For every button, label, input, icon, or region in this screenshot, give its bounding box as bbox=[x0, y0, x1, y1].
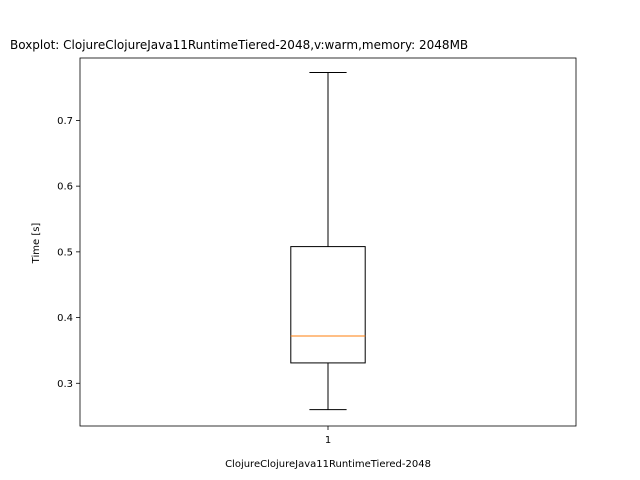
chart-title: Boxplot: ClojureClojureJava11RuntimeTier… bbox=[10, 38, 468, 52]
iqr-box bbox=[290, 246, 366, 364]
y-tick-label: 0.5 bbox=[57, 247, 73, 258]
y-axis-label: Time [s] bbox=[31, 223, 42, 265]
x-axis-label: ClojureClojureJava11RuntimeTiered-2048 bbox=[225, 459, 431, 470]
y-tick-label: 0.6 bbox=[57, 182, 73, 193]
y-tick-label: 0.3 bbox=[57, 379, 73, 390]
axes-frame bbox=[79, 57, 577, 427]
y-tick-label: 0.7 bbox=[57, 116, 73, 127]
y-tick-label: 0.4 bbox=[57, 313, 73, 324]
plot-area: 0.3 0.4 0.5 0.6 0.7 1 bbox=[57, 57, 577, 446]
x-tick-label: 1 bbox=[325, 435, 331, 446]
